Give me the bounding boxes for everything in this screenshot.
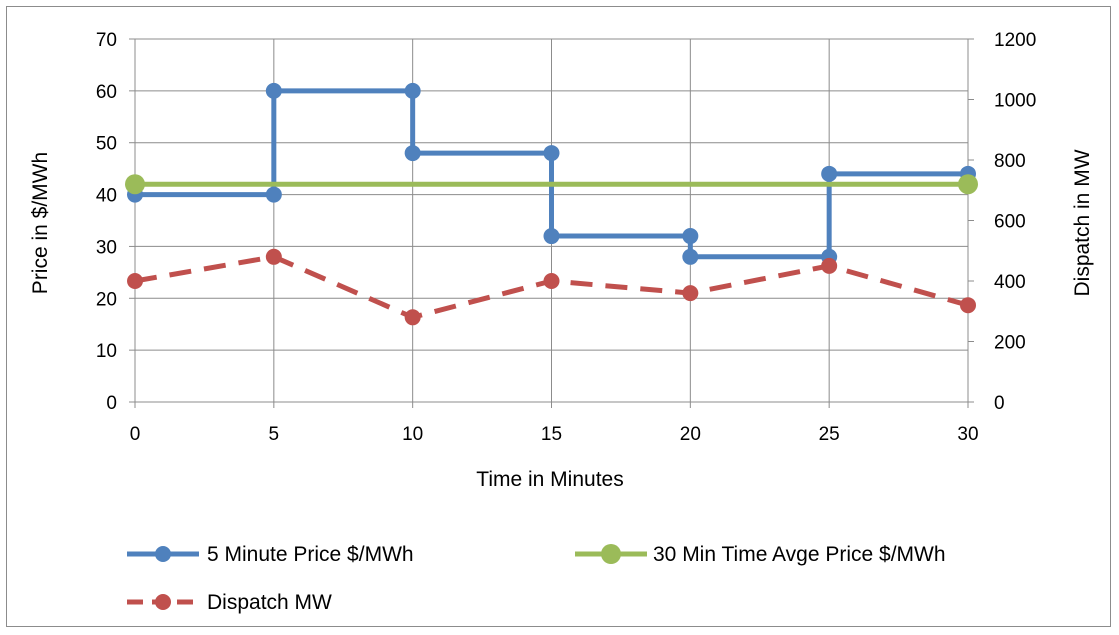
legend-label-5-minute-price: 5 Minute Price $/MWh — [207, 543, 414, 566]
axis-layer — [129, 38, 974, 408]
x-tick-label: 5 — [269, 424, 280, 445]
series-1-point — [682, 248, 699, 265]
series-3-point — [821, 257, 838, 274]
series-2-point — [125, 174, 145, 195]
series-1-point — [404, 82, 421, 99]
series-3-point — [960, 297, 976, 314]
legend-label-30-min-avg-price: 30 Min Time Avge Price $/MWh — [653, 543, 946, 566]
series-2-point — [958, 174, 978, 195]
y-tick-label: 70 — [96, 30, 117, 51]
series-3-point — [404, 309, 421, 326]
series-1-point — [821, 165, 838, 182]
legend: 5 Minute Price $/MWh 30 Min Time Avge Pr… — [127, 543, 946, 614]
x-tick-label: 15 — [541, 424, 562, 445]
series-1-point — [682, 228, 699, 245]
y-axis-title: Price in $/MWh — [29, 152, 52, 294]
y-tick-label: 40 — [96, 186, 117, 207]
legend-item-5-minute-price: 5 Minute Price $/MWh — [127, 543, 414, 566]
series-1-point — [543, 145, 560, 162]
y-tick-label: 20 — [96, 289, 117, 310]
y-tick-label: 10 — [96, 341, 117, 362]
series-3-point — [682, 285, 699, 302]
y2-tick-label: 400 — [994, 272, 1026, 293]
legend-item-30-min-avg-price: 30 Min Time Avge Price $/MWh — [575, 543, 946, 566]
tick-label-layer: 0 10 20 30 40 50 60 70 0 200 400 600 800 1000 1200 0 5 10… — [96, 30, 1036, 445]
series-1-point — [543, 228, 560, 245]
chart-frame: 0 10 20 30 40 50 60 70 0 200 400 600 800 1000 1200 0 5 10… — [6, 6, 1111, 627]
x-tick-label: 0 — [130, 424, 141, 445]
y2-tick-label: 800 — [994, 151, 1026, 172]
y-tick-label: 50 — [96, 134, 117, 155]
series-1-point — [265, 186, 282, 203]
legend-item-dispatch-mw: Dispatch MW — [127, 591, 332, 614]
legend-label-dispatch-mw: Dispatch MW — [207, 591, 332, 614]
x-tick-label: 30 — [957, 424, 978, 445]
series-3-point — [265, 248, 282, 265]
y2-tick-label: 0 — [994, 393, 1005, 414]
series-3-point — [127, 273, 143, 289]
series-1-point — [265, 82, 282, 99]
legend-marker-5-minute-price — [155, 546, 171, 562]
y-tick-label: 0 — [106, 393, 117, 414]
x-axis-title: Time in Minutes — [476, 468, 623, 491]
y2-axis-title: Dispatch in MW — [1071, 149, 1094, 296]
series-1-line — [135, 88, 968, 260]
legend-marker-30-min-avg-price — [601, 544, 621, 564]
series-1-point — [404, 145, 421, 162]
x-tick-label: 20 — [680, 424, 701, 445]
x-tick-label: 10 — [402, 424, 423, 445]
y-tick-label: 60 — [96, 82, 117, 103]
series-3-point — [543, 273, 560, 289]
line-chart: 0 10 20 30 40 50 60 70 0 200 400 600 800 1000 1200 0 5 10… — [29, 30, 1094, 614]
y-tick-label: 30 — [96, 237, 117, 258]
y2-tick-label: 600 — [994, 212, 1026, 233]
marker-layer — [125, 82, 978, 326]
legend-marker-dispatch-mw — [155, 594, 171, 610]
y2-tick-label: 1000 — [994, 91, 1036, 112]
y2-tick-label: 200 — [994, 333, 1026, 354]
x-tick-label: 25 — [819, 424, 840, 445]
y2-tick-label: 1200 — [994, 30, 1036, 51]
